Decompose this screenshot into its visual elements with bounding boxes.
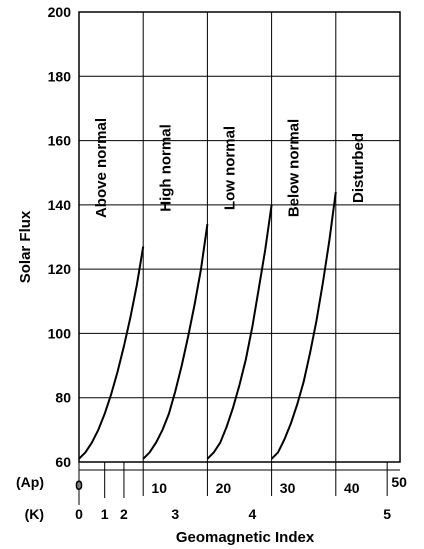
y-tick-label: 200: [48, 4, 72, 20]
plot-frame: [78, 11, 401, 463]
y-tick-label: 60: [55, 454, 71, 470]
region-label-1: Above normal: [93, 118, 110, 218]
y-tick-label: 80: [55, 390, 71, 406]
y-tick-label: 180: [48, 68, 72, 84]
y-tick-label: 100: [48, 325, 72, 341]
k-tick-label: 2: [120, 506, 128, 522]
y-tick-label: 140: [48, 197, 72, 213]
k-tick-label: 0: [75, 506, 83, 522]
k-tick-label: 5: [383, 506, 391, 522]
k-tick-label: 4: [248, 506, 256, 522]
curves: [78, 191, 337, 460]
ap-tick-label: 30: [280, 480, 296, 496]
y-tick-label: 120: [48, 261, 72, 277]
ap-tick-label: 0: [75, 477, 83, 493]
region-label-5: Disturbed: [350, 133, 367, 203]
region-label-2: High normal: [157, 124, 174, 212]
ap-tick-label: 50: [391, 474, 407, 490]
curve-3: [206, 204, 273, 460]
ap-tick-label: 40: [344, 480, 360, 496]
k-row-label: (K): [25, 506, 44, 522]
k-tick-label: 3: [171, 506, 179, 522]
y-axis-title: Solar Flux: [17, 210, 34, 283]
curve-4: [270, 191, 337, 460]
region-label-4: Below normal: [286, 119, 303, 217]
k-tick-label: 1: [101, 506, 109, 522]
curve-1: [78, 246, 145, 460]
region-label-3: Low normal: [222, 126, 239, 210]
ap-tick-label: 10: [151, 480, 167, 496]
x-axis-title: Geomagnetic Index: [176, 529, 315, 546]
curve-2: [142, 223, 209, 460]
ap-tick-label: 20: [216, 480, 232, 496]
y-tick-label: 160: [48, 133, 72, 149]
grid: [78, 11, 401, 505]
ap-row-label: (Ap): [16, 474, 44, 490]
labels: 60 80 100 120 140 160 180 200 0 10 20 30 40 50 0 1 2 3 4 5 A…: [48, 4, 408, 522]
